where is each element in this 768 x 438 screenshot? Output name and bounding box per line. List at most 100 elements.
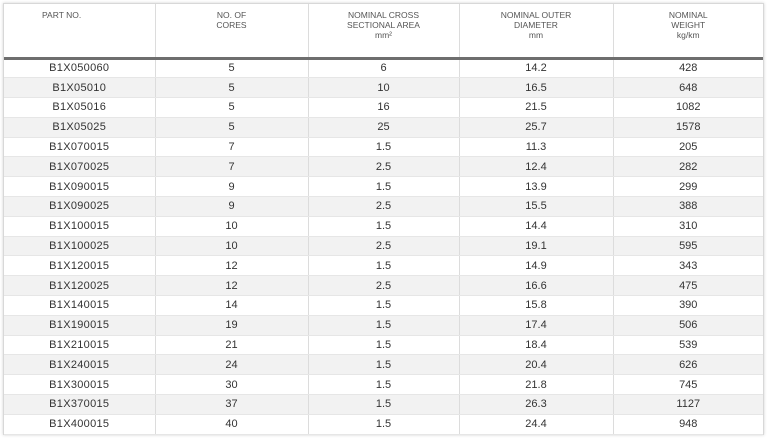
weight-cell: 388 <box>613 196 763 217</box>
weight-cell: 626 <box>613 354 763 376</box>
part-no-cell: B1X050060 <box>4 58 156 79</box>
cores-cell: 7 <box>155 137 309 158</box>
area-cell: 1.5 <box>308 374 460 396</box>
header-cross-sectional-area: NOMINAL CROSS SECTIONAL AREA mm² <box>308 4 460 60</box>
cores-cell: 12 <box>155 255 309 277</box>
weight-cell: 1578 <box>613 117 763 138</box>
diameter-cell: 25.7 <box>459 117 614 138</box>
diameter-cell: 14.9 <box>459 255 614 277</box>
diameter-cell: 24.4 <box>459 414 614 435</box>
header-row: PART NO. NO. OF CORES NOMINAL CROSS SECT… <box>4 4 763 60</box>
table-row: B1X120015 12 1.5 14.9 343 <box>4 255 763 277</box>
diameter-cell: 11.3 <box>459 137 614 158</box>
part-no-cell: B1X05025 <box>4 117 156 138</box>
part-no-cell: B1X370015 <box>4 394 156 415</box>
cores-cell: 10 <box>155 216 309 237</box>
area-cell: 1.5 <box>308 137 460 158</box>
area-cell: 2.5 <box>308 156 460 178</box>
area-cell: 1.5 <box>308 394 460 415</box>
diameter-cell: 15.8 <box>459 295 614 316</box>
area-cell: 6 <box>308 58 460 79</box>
table-header: PART NO. NO. OF CORES NOMINAL CROSS SECT… <box>4 4 763 60</box>
diameter-cell: 19.1 <box>459 236 614 257</box>
table-row: B1X050060 5 6 14.2 428 <box>4 58 763 79</box>
area-cell: 1.5 <box>308 216 460 237</box>
area-cell: 2.5 <box>308 196 460 217</box>
cores-cell: 24 <box>155 354 309 376</box>
area-cell: 1.5 <box>308 176 460 198</box>
diameter-cell: 26.3 <box>459 394 614 415</box>
diameter-cell: 18.4 <box>459 335 614 356</box>
table-row: B1X090015 9 1.5 13.9 299 <box>4 176 763 198</box>
table-row: B1X370015 37 1.5 26.3 1127 <box>4 394 763 415</box>
part-no-cell: B1X100015 <box>4 216 156 237</box>
diameter-cell: 13.9 <box>459 176 614 198</box>
part-no-cell: B1X190015 <box>4 315 156 336</box>
table-row: B1X210015 21 1.5 18.4 539 <box>4 335 763 356</box>
cores-cell: 30 <box>155 374 309 396</box>
header-diameter-unit: mm <box>528 30 544 40</box>
header-nominal-weight: NOMINAL WEIGHT kg/km <box>613 4 763 60</box>
diameter-cell: 16.6 <box>459 275 614 297</box>
area-cell: 1.5 <box>308 335 460 356</box>
cores-cell: 19 <box>155 315 309 336</box>
header-weight-line-2: WEIGHT <box>671 20 706 30</box>
part-no-cell: B1X240015 <box>4 354 156 376</box>
header-weight-unit: kg/km <box>676 30 700 40</box>
weight-cell: 745 <box>613 374 763 396</box>
part-no-cell: B1X070015 <box>4 137 156 158</box>
cores-cell: 21 <box>155 335 309 356</box>
header-diameter-line-2: DIAMETER <box>514 20 558 30</box>
area-cell: 16 <box>308 97 460 118</box>
cores-cell: 9 <box>155 196 309 217</box>
table-row: B1X100015 10 1.5 14.4 310 <box>4 216 763 237</box>
area-cell: 1.5 <box>308 354 460 376</box>
cores-cell: 10 <box>155 236 309 257</box>
diameter-cell: 14.2 <box>459 58 614 79</box>
table-row: B1X300015 30 1.5 21.8 745 <box>4 374 763 396</box>
part-no-cell: B1X070025 <box>4 156 156 178</box>
area-cell: 1.5 <box>308 295 460 316</box>
weight-cell: 343 <box>613 255 763 277</box>
weight-cell: 948 <box>613 414 763 435</box>
weight-cell: 1082 <box>613 97 763 118</box>
header-cores-line-1: NO. OF <box>216 10 247 20</box>
diameter-cell: 20.4 <box>459 354 614 376</box>
header-weight-line-1: NOMINAL <box>668 10 708 20</box>
weight-cell: 310 <box>613 216 763 237</box>
cores-cell: 37 <box>155 394 309 415</box>
cores-cell: 5 <box>155 117 309 138</box>
table-row: B1X100025 10 2.5 19.1 595 <box>4 236 763 257</box>
part-no-cell: B1X210015 <box>4 335 156 356</box>
cores-cell: 5 <box>155 97 309 118</box>
table-row: B1X090025 9 2.5 15.5 388 <box>4 196 763 217</box>
header-outer-diameter: NOMINAL OUTER DIAMETER mm <box>459 4 614 60</box>
diameter-cell: 14.4 <box>459 216 614 237</box>
table-row: B1X190015 19 1.5 17.4 506 <box>4 315 763 336</box>
header-cores-line-2: CORES <box>216 20 247 30</box>
weight-cell: 539 <box>613 335 763 356</box>
weight-cell: 205 <box>613 137 763 158</box>
cores-cell: 14 <box>155 295 309 316</box>
weight-cell: 299 <box>613 176 763 198</box>
part-no-cell: B1X120025 <box>4 275 156 297</box>
diameter-cell: 21.8 <box>459 374 614 396</box>
header-no-of-cores: NO. OF CORES <box>155 4 309 60</box>
diameter-cell: 21.5 <box>459 97 614 118</box>
cores-cell: 12 <box>155 275 309 297</box>
area-cell: 1.5 <box>308 414 460 435</box>
area-cell: 1.5 <box>308 255 460 277</box>
cores-cell: 5 <box>155 77 309 99</box>
header-diameter-line-1: NOMINAL OUTER <box>500 10 572 20</box>
table-row: B1X070015 7 1.5 11.3 205 <box>4 137 763 158</box>
table-body: B1X050060 5 6 14.2 428 B1X05010 5 10 16.5 648 B1X0… <box>4 58 763 435</box>
table-row: B1X120025 12 2.5 16.6 475 <box>4 275 763 297</box>
weight-cell: 648 <box>613 77 763 99</box>
header-part-no-line-1: PART NO. <box>42 10 82 20</box>
part-no-cell: B1X120015 <box>4 255 156 277</box>
part-no-cell: B1X300015 <box>4 374 156 396</box>
table-row: B1X240015 24 1.5 20.4 626 <box>4 354 763 376</box>
weight-cell: 595 <box>613 236 763 257</box>
weight-cell: 1127 <box>613 394 763 415</box>
part-no-cell: B1X05016 <box>4 97 156 118</box>
